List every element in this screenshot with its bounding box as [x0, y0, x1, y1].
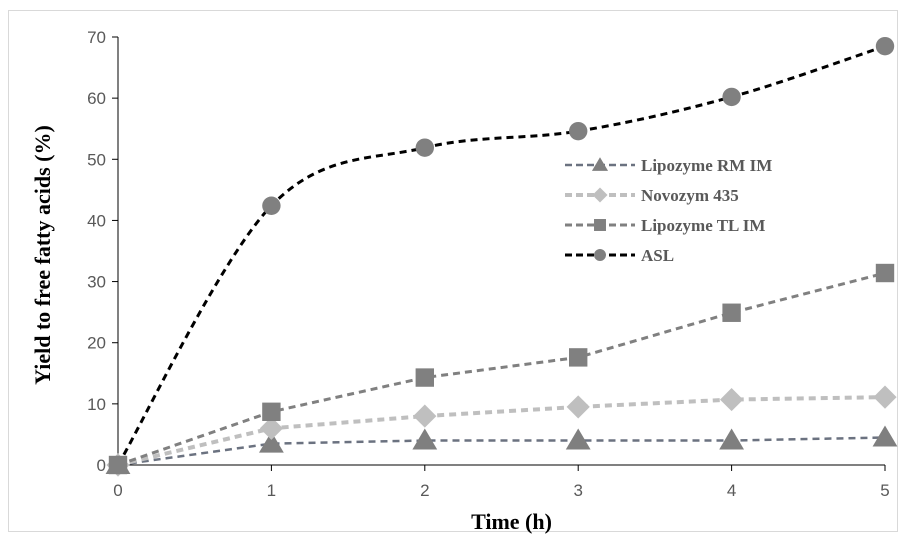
data-point: [565, 428, 591, 450]
y-tick-label: 0: [97, 456, 106, 475]
y-axis-title: Yield to free fatty acids (%): [30, 125, 55, 385]
y-tick-label: 40: [87, 211, 106, 230]
data-point: [259, 431, 284, 453]
legend-marker: [594, 249, 606, 261]
legend-marker: [592, 187, 608, 203]
data-point: [569, 121, 588, 141]
data-point: [262, 402, 281, 422]
legend-label: Novozym 435: [641, 186, 739, 205]
x-tick-label: 3: [573, 481, 582, 500]
x-tick-label: 5: [880, 481, 889, 500]
y-tick-label: 10: [87, 395, 106, 414]
data-point: [415, 368, 434, 387]
x-tick-label: 1: [267, 481, 276, 500]
y-tick-label: 50: [87, 150, 106, 169]
legend-item: Lipozyme RM IM: [565, 156, 772, 175]
series-line: [117, 436, 886, 467]
x-tick-label: 2: [420, 481, 429, 500]
series-line: [117, 271, 886, 467]
data-point: [566, 395, 590, 419]
data-point: [413, 404, 437, 428]
y-tick-label: 20: [87, 334, 106, 353]
series-layer: [105, 36, 898, 477]
y-tick-label: 70: [87, 28, 106, 47]
y-tick-label: 30: [87, 273, 106, 292]
data-point: [873, 385, 897, 409]
series-asl: [108, 36, 895, 475]
legend-marker: [591, 157, 609, 171]
data-point: [719, 428, 744, 450]
x-tick-label: 4: [727, 481, 736, 500]
x-axis-title: Time (h): [471, 509, 552, 534]
legend-item: Novozym 435: [565, 186, 739, 205]
legend-item: ASL: [565, 246, 674, 265]
series-line: [117, 395, 886, 467]
legend: Lipozyme RM IM Novozym 435 Lipozyme TL IM A…: [565, 156, 772, 265]
y-tick-label: 60: [87, 89, 106, 108]
data-point: [415, 138, 434, 157]
data-point: [108, 455, 128, 475]
data-point: [569, 348, 588, 367]
data-point: [720, 387, 744, 412]
legend-marker: [594, 219, 606, 231]
legend-label: Lipozyme TL IM: [641, 216, 765, 235]
legend-item: Lipozyme TL IM: [565, 216, 765, 235]
legend-label: Lipozyme RM IM: [641, 156, 772, 175]
legend-label: ASL: [641, 246, 674, 265]
data-point: [262, 196, 281, 215]
data-point: [259, 416, 283, 440]
series-lipozyme-rm-im: [105, 425, 898, 474]
series-lipozyme-tl-im: [108, 263, 895, 475]
axes: 0 10 20 30 40 50 60 70 0 1 2 3 4 5: [87, 28, 890, 500]
series-line: [116, 44, 886, 466]
data-point: [722, 87, 741, 107]
data-point: [722, 303, 741, 322]
data-point: [412, 428, 438, 450]
chart-frame: [8, 10, 898, 532]
data-point: [875, 36, 895, 56]
x-tick-label: 0: [113, 481, 122, 500]
series-novozym-435: [106, 385, 897, 477]
data-point: [875, 263, 895, 283]
data-point: [872, 425, 898, 447]
